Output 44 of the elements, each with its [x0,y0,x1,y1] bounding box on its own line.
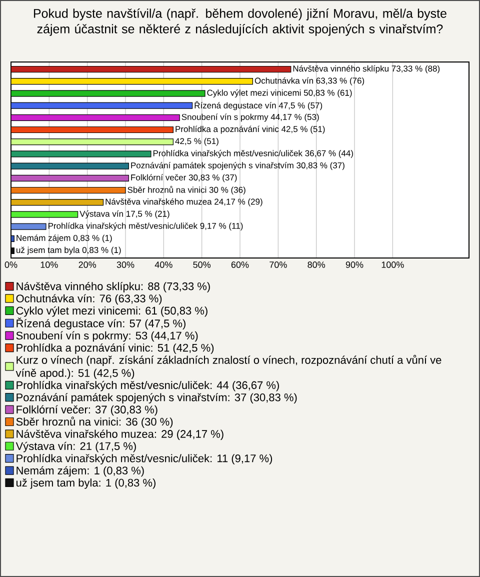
data-label: 42,5 % (51) [175,138,218,146]
legend-label: Sběr hroznů na vinici: 36 (30 %) [16,416,173,428]
data-label: Návštěva vinařského muzea 24,17 % (29) [106,198,262,206]
chart-title: Pokud byste navštívil/a (např. během dovolené) jižní Moravu, měl/a byste zájem účastnit se některé z následujících aktivit spojených s vinařstvím? [34,8,446,36]
data-label: Folklórní večer 30,83 % (37) [131,174,237,182]
data-label: už jsem tam byla 0,83 % (1) [16,246,121,255]
x-tick-label: 0% [4,262,18,268]
legend-label: Folklórní večer: 37 (30,83 %) [16,405,158,416]
x-tick-label: 80% [308,262,326,268]
data-label: Prohlídka a poznávání vinic 42,5 % (51) [176,126,325,134]
data-label: Snoubení vín s pokrmy 44,17 % (53) [182,114,319,122]
legend-label: Výstava vín: 21 (17,5 %) [16,442,136,452]
legend-label: Kurz o vínech (např. získání základních znalostí o vínech, rozpoznávání chutí a vůní ve víně apod.): 51 (42,5 %) [16,354,442,380]
legend-label: Prohlídka a poznávání vinic: 51 (42,5 %) [16,343,214,354]
data-label: Prohlídka vinařských měst/vesnic/uliček 36,67 % (44) [153,150,353,158]
data-label: Výstava vín 17,5 % (21) [80,210,170,218]
x-tick-label: 40% [154,262,172,268]
x-tick-label: 20% [78,262,96,268]
legend-label: Nemám zájem: 1 (0,83 %) [16,466,144,477]
x-tick-label: 60% [231,262,249,268]
legend-label: Návštěva vinařského muzea: 29 (24,17 %) [16,430,224,440]
legend-label: Prohlídka vinařských měst/vesnic/uliček: 11 (9,17 %) [16,454,272,464]
x-tick-label: 70% [270,262,287,268]
legend-label: Snoubení vín s pokrmy: 53 (44,17 %) [16,331,198,342]
legend-label: Ochutnávka vín: 76 (63,33 %) [16,294,162,305]
legend-label: Řízená degustace vín: 57 (47,5 %) [16,318,186,330]
legend-label: Cyklo výlet mezi vinicemi: 61 (50,83 %) [16,306,208,317]
legend-label: už jsem tam byla: 1 (0,83 %) [16,478,156,489]
data-label: Prohlídka vinařských měst/vesnic/uliček 9,17 % (11) [48,222,243,231]
data-label: Ochutnávka vín 63,33 % (76) [254,77,364,86]
x-tick-label: 10% [40,262,58,268]
x-tick-label: 90% [346,262,364,268]
legend-label: Návštěva vinného sklípku: 88 (73,33 %) [16,282,210,292]
legend-label: Prohlídka vinařských měst/vesnic/uliček: 44 (36,67 %) [16,380,279,392]
data-label: Řízená degustace vín 47,5 % (57) [194,100,322,110]
x-tick-label: 50% [193,262,211,268]
data-label: Nemám zájem 0,83 % (1) [16,234,112,243]
data-label: Návštěva vinného sklípku 73,33 % (88) [293,65,440,74]
data-label: Cyklo výlet mezi vinicemi 50,83 % (61) [207,89,352,98]
x-tick-label: 30% [116,262,134,268]
data-label: Poznávání památek spojených s vinařstvím 30,83 % (37) [131,162,344,170]
legend-label: Poznávání památek spojených s vinařstvím: 37 (30,83 %) [16,393,297,404]
x-tick-label: 100% [382,262,404,268]
data-label: Sběr hroznů na vinici 30 % (36) [128,186,246,195]
